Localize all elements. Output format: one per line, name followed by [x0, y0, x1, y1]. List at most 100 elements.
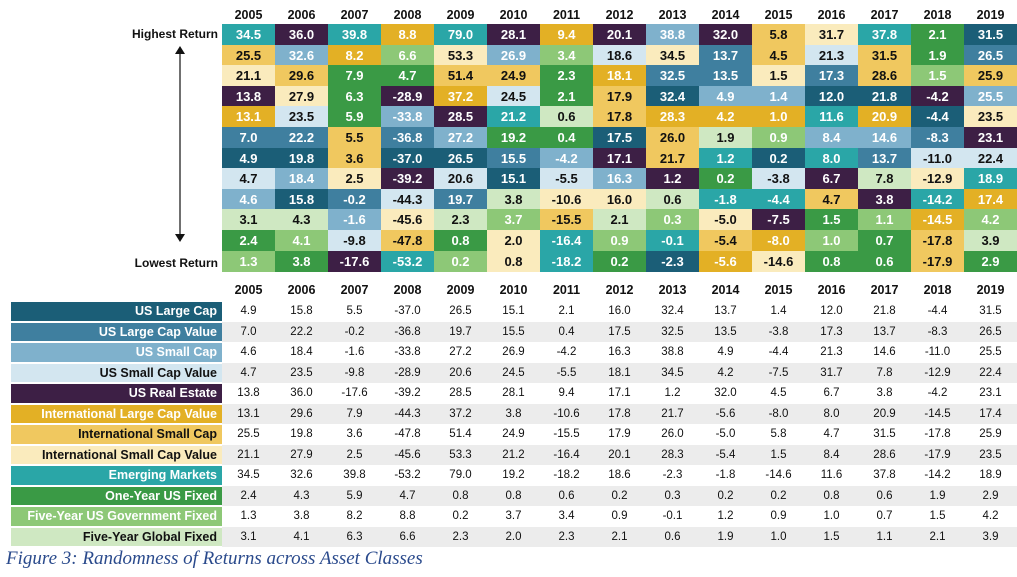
quilt-cell: 2.5: [328, 168, 381, 190]
quilt-cell: 17.9: [593, 85, 646, 107]
table-cell: 5.5: [346, 305, 363, 318]
asset-class-label: Five-Year Global Fixed: [11, 527, 222, 546]
table-cell: 0.8: [823, 489, 840, 502]
table-cell: 0.3: [664, 489, 681, 502]
quilt-cell: 39.8: [328, 24, 381, 45]
quilt-cell: 32.0: [699, 24, 752, 45]
quilt-cell: 4.7: [805, 188, 858, 210]
table-cell: 17.5: [608, 325, 631, 338]
year-header-bottom-2018: 2018: [923, 283, 952, 297]
quilt-cell: 15.1: [487, 168, 540, 190]
quilt-cell: 31.7: [805, 24, 858, 45]
table-cell: -9.8: [344, 366, 365, 379]
quilt-cell: 79.0: [434, 24, 487, 45]
quilt-cell: 2.0: [487, 230, 540, 251]
table-cell: -39.2: [394, 387, 421, 400]
highest-return-label: Highest Return: [131, 27, 218, 41]
table-cell: 2.3: [558, 530, 575, 543]
table-cell: 4.2: [982, 510, 999, 523]
table-cell: 21.7: [661, 407, 684, 420]
quilt-cell: 21.1: [222, 65, 275, 87]
table-cell: -12.9: [924, 366, 951, 379]
table-cell: 34.5: [661, 366, 684, 379]
quilt-cell: -5.0: [699, 209, 752, 231]
quilt-cell: 3.9: [964, 230, 1017, 251]
table-cell: 0.7: [876, 510, 893, 523]
table-cell: 1.5: [823, 530, 840, 543]
table-cell: -53.2: [394, 469, 421, 482]
quilt-cell: -2.3: [646, 250, 699, 272]
table-cell: 18.6: [608, 469, 631, 482]
quilt-cell: 6.3: [328, 85, 381, 107]
table-cell: 17.4: [979, 407, 1002, 420]
table-cell: 16.0: [608, 305, 631, 318]
quilt-cell: 6.6: [381, 44, 434, 66]
quilt-cell: 1.0: [805, 230, 858, 251]
table-cell: -7.5: [768, 366, 789, 379]
table-cell: 13.7: [873, 325, 896, 338]
quilt-cell: 37.8: [858, 24, 911, 45]
table-cell: 3.8: [293, 510, 310, 523]
quilt-cell: 24.5: [487, 85, 540, 107]
table-cell: 0.2: [770, 489, 787, 502]
quilt-cell: -47.8: [381, 230, 434, 251]
quilt-cell: 0.9: [593, 230, 646, 251]
quilt-cell: 15.5: [487, 147, 540, 169]
year-header-top-2010: 2010: [499, 8, 528, 22]
table-cell: 4.3: [293, 489, 310, 502]
quilt-cell: 2.1: [593, 209, 646, 231]
table-cell: -14.2: [924, 469, 951, 482]
table-cell: 13.5: [714, 325, 737, 338]
table-cell: 1.9: [929, 489, 946, 502]
quilt-cell: 5.5: [328, 127, 381, 148]
table-cell: 9.4: [558, 387, 575, 400]
table-cell: 6.6: [399, 530, 416, 543]
lowest-return-label: Lowest Return: [134, 256, 218, 270]
table-cell: 53.3: [449, 448, 472, 461]
quilt-cell: -0.1: [646, 230, 699, 251]
quilt-cell: 2.3: [434, 209, 487, 231]
quilt-cell: 3.1: [222, 209, 275, 231]
table-cell: -4.2: [556, 346, 577, 359]
asset-class-label: US Large Cap Value: [11, 322, 222, 341]
table-cell: 3.1: [240, 530, 257, 543]
quilt-cell: -37.0: [381, 147, 434, 169]
asset-class-label: Emerging Markets: [11, 466, 222, 485]
quilt-cell: 27.9: [275, 85, 328, 107]
quilt-cell: 25.9: [964, 65, 1017, 87]
table-cell: 3.4: [558, 510, 575, 523]
table-cell: -11.0: [924, 346, 951, 359]
quilt-cell: -14.5: [911, 209, 964, 231]
quilt-cell: 4.3: [275, 209, 328, 231]
table-cell: -44.3: [394, 407, 421, 420]
quilt-cell: 19.2: [487, 127, 540, 148]
quilt-cell: -5.6: [699, 250, 752, 272]
quilt-cell: 1.5: [805, 209, 858, 231]
table-cell: 5.8: [770, 428, 787, 441]
quilt-cell: -17.8: [911, 230, 964, 251]
quilt-cell: 1.0: [752, 106, 805, 128]
table-cell: 31.7: [820, 366, 843, 379]
table-cell: 0.9: [611, 510, 628, 523]
year-header-bottom-2013: 2013: [658, 283, 687, 297]
quilt-cell: 1.2: [699, 147, 752, 169]
year-header-top-2015: 2015: [764, 8, 793, 22]
table-cell: 21.3: [820, 346, 843, 359]
asset-class-label: Five-Year US Government Fixed: [11, 507, 222, 526]
quilt-cell: 0.6: [858, 250, 911, 272]
table-cell: 24.9: [502, 428, 525, 441]
table-row-stripe: [222, 444, 1017, 465]
quilt-cell: 2.9: [964, 250, 1017, 272]
quilt-cell: -0.2: [328, 188, 381, 210]
quilt-cell: 24.9: [487, 65, 540, 87]
asset-class-label: US Small Cap: [11, 343, 222, 362]
table-cell: 26.9: [502, 346, 525, 359]
table-cell: 28.5: [449, 387, 472, 400]
quilt-cell: -36.8: [381, 127, 434, 148]
table-cell: 3.8: [505, 407, 522, 420]
table-cell: 2.1: [558, 305, 575, 318]
table-cell: -28.9: [394, 366, 421, 379]
table-cell: -8.3: [927, 325, 948, 338]
quilt-cell: 17.8: [593, 106, 646, 128]
quilt-cell: -16.4: [540, 230, 593, 251]
